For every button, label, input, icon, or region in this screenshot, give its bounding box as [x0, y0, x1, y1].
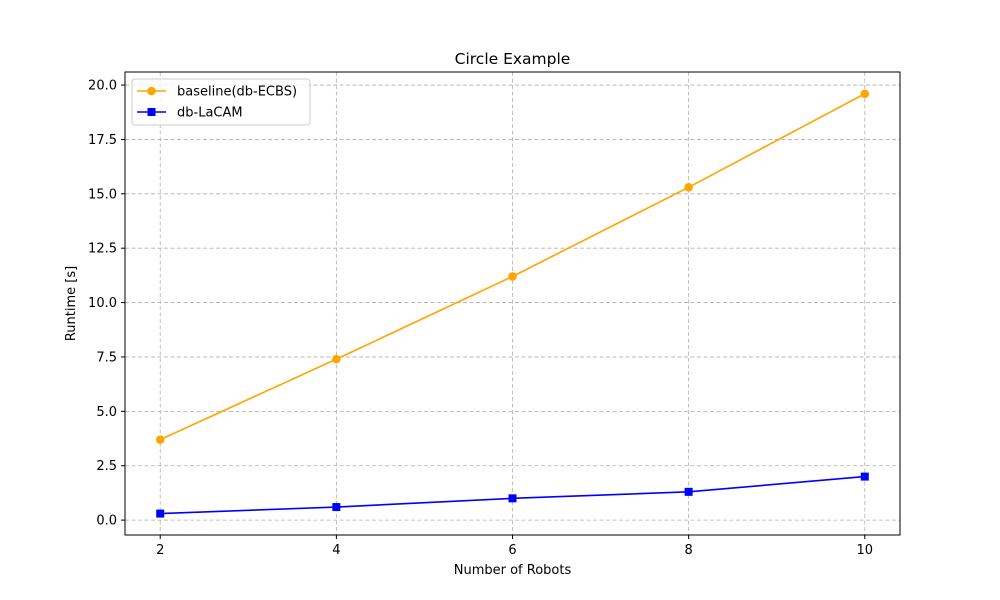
- y-axis-label: Runtime [s]: [64, 266, 79, 341]
- ticks-layer: 2 4 6 8 10 0.0 2.5 5.0 7.5 10.0 12.5 15.0 17.5 20.0: [88, 79, 873, 558]
- data-point: [155, 435, 165, 444]
- data-point: [332, 354, 341, 364]
- legend-box: [131, 78, 311, 126]
- data-point: [860, 472, 869, 481]
- x-axis-label: Number of Robots: [454, 563, 572, 578]
- legend-label: baseline(db-ECBS): [177, 85, 297, 100]
- legend-marker: [147, 108, 156, 116]
- data-point: [508, 272, 517, 281]
- y-tick-label: 12.5: [88, 242, 117, 257]
- legend-label: db-LaCAM: [177, 106, 243, 121]
- y-tick-label: 2.5: [96, 459, 117, 474]
- y-tick-label: 20.0: [88, 79, 117, 94]
- x-tick-label: 10: [856, 543, 873, 558]
- y-tick-label: 7.5: [96, 350, 117, 365]
- y-tick-label: 10.0: [88, 296, 117, 311]
- series-layer: [155, 89, 870, 518]
- x-tick-label: 6: [508, 543, 516, 558]
- data-point: [860, 89, 870, 99]
- chart-title: Circle Example: [455, 50, 571, 68]
- legend-marker: [147, 86, 156, 96]
- data-point: [684, 487, 693, 496]
- y-tick-label: 0.0: [96, 514, 117, 529]
- y-tick-label: 17.5: [88, 133, 117, 148]
- data-point: [332, 503, 341, 512]
- data-point: [684, 182, 693, 192]
- x-tick-label: 4: [332, 543, 340, 558]
- data-point: [508, 494, 517, 503]
- y-tick-label: 5.0: [96, 405, 117, 420]
- data-point: [156, 509, 165, 518]
- x-tick-label: 2: [156, 543, 164, 558]
- grid-layer: [125, 72, 900, 535]
- y-tick-label: 15.0: [88, 187, 117, 202]
- x-tick-label: 8: [684, 543, 692, 558]
- legend: baseline(db-ECBS) db-LaCAM: [131, 78, 311, 126]
